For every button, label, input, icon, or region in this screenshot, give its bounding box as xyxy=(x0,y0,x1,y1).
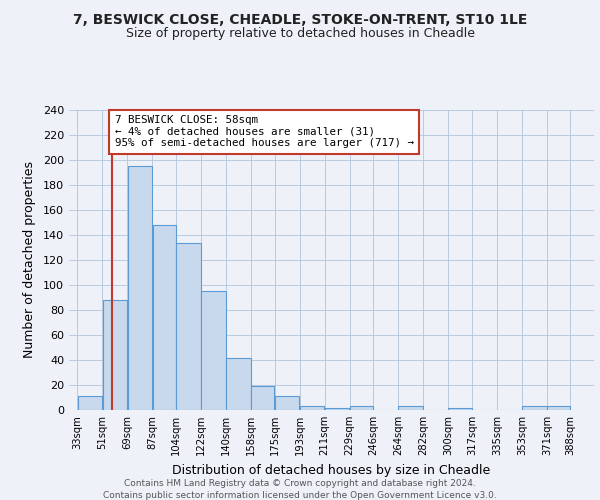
Text: Contains HM Land Registry data © Crown copyright and database right 2024.: Contains HM Land Registry data © Crown c… xyxy=(124,479,476,488)
Bar xyxy=(201,291,226,410)
Bar xyxy=(325,408,349,410)
Y-axis label: Number of detached properties: Number of detached properties xyxy=(23,162,36,358)
Bar xyxy=(77,396,102,410)
Bar xyxy=(300,406,325,410)
Bar xyxy=(522,406,547,410)
Text: Contains public sector information licensed under the Open Government Licence v3: Contains public sector information licen… xyxy=(103,491,497,500)
Text: 7 BESWICK CLOSE: 58sqm
← 4% of detached houses are smaller (31)
95% of semi-deta: 7 BESWICK CLOSE: 58sqm ← 4% of detached … xyxy=(115,115,414,148)
Text: 7, BESWICK CLOSE, CHEADLE, STOKE-ON-TRENT, ST10 1LE: 7, BESWICK CLOSE, CHEADLE, STOKE-ON-TREN… xyxy=(73,12,527,26)
Bar xyxy=(547,406,570,410)
Bar xyxy=(275,396,299,410)
Bar xyxy=(226,358,251,410)
Bar xyxy=(251,386,274,410)
Bar xyxy=(128,166,152,410)
Bar xyxy=(176,242,201,410)
Bar xyxy=(152,225,176,410)
Bar xyxy=(448,408,472,410)
Text: Size of property relative to detached houses in Cheadle: Size of property relative to detached ho… xyxy=(125,28,475,40)
Bar xyxy=(350,406,373,410)
Bar xyxy=(398,406,423,410)
X-axis label: Distribution of detached houses by size in Cheadle: Distribution of detached houses by size … xyxy=(172,464,491,476)
Bar xyxy=(103,300,127,410)
